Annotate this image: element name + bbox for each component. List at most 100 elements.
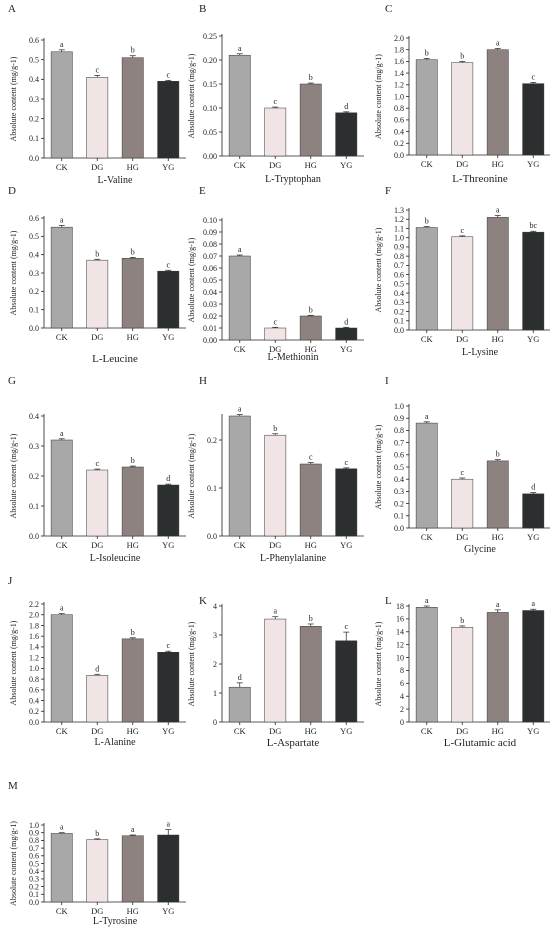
x-tick-label: HG <box>492 334 504 344</box>
panel-letter: D <box>8 185 16 197</box>
x-tick-label: HG <box>492 532 504 542</box>
significance-letter: a <box>131 825 135 834</box>
panel-f: F 0.00.10.20.30.40.50.60.70.80.91.01.11.2… <box>374 185 550 358</box>
bar <box>415 227 438 331</box>
y-axis-label: Absolute content (mg/g-1) <box>374 621 383 706</box>
y-axis-label: Absolute content (mg/g-1) <box>9 230 18 315</box>
y-tick-label: 0.05 <box>203 276 217 285</box>
y-tick-label: 0.10 <box>203 104 217 113</box>
panel-m: M 0.00.10.20.30.40.50.60.70.80.91.0 Absolu… <box>8 780 186 927</box>
bar <box>335 112 358 157</box>
x-axis-label: L-Methionin <box>267 352 318 363</box>
bar <box>86 77 109 159</box>
bar <box>486 612 509 723</box>
significance-letter: a <box>425 412 429 421</box>
x-tick-label: CK <box>234 344 247 354</box>
y-tick-label: 0.3 <box>29 442 39 451</box>
y-axis-label: Absolute content (mg/g-1) <box>187 53 196 138</box>
bar <box>121 835 144 903</box>
y-tick-label: 0.6 <box>394 451 404 460</box>
panel-g: G 0.0 0.1 0.2 0.3 0.4 Absolute content (mg/g-1… <box>8 375 186 564</box>
x-tick-label: DG <box>269 540 281 550</box>
y-tick-label: 0.0 <box>29 898 39 907</box>
x-axis-label: L-Aspartate <box>267 737 320 749</box>
y-tick-label: 1 <box>213 689 217 698</box>
panel-letter: A <box>8 3 16 15</box>
bar <box>299 83 322 157</box>
x-tick-label: YG <box>162 540 174 550</box>
x-tick-label: YG <box>162 332 174 342</box>
y-tick-label: 0.1 <box>29 890 39 899</box>
bar <box>299 315 322 341</box>
y-tick-label: 0.4 <box>29 696 39 705</box>
significance-letter: c <box>531 72 535 81</box>
y-axis-label: Absolute content (mg/g-1) <box>187 237 196 322</box>
x-tick-label: CK <box>56 162 69 172</box>
y-tick-label: 0.0 <box>207 532 217 541</box>
significance-letter: c <box>460 226 464 235</box>
bar <box>451 236 474 331</box>
y-tick-label: 0.0 <box>29 718 39 727</box>
y-tick-label: 0.4 <box>29 250 39 259</box>
significance-letter: a <box>238 245 242 254</box>
bar <box>50 439 73 537</box>
bar <box>522 83 545 156</box>
bar <box>335 327 358 341</box>
panel-letter: F <box>385 185 391 197</box>
x-axis-label: L-Threonine <box>452 173 508 185</box>
y-tick-label: 0.7 <box>29 844 39 853</box>
significance-letter: d <box>166 474 170 483</box>
panel-a: A 0.0 0.1 0.2 0.3 0.4 0.5 0.6 Absolute content (… <box>8 3 186 186</box>
y-tick-label: 1.1 <box>394 224 404 233</box>
significance-letter: a <box>60 40 64 49</box>
significance-letter: c <box>344 458 348 467</box>
y-tick-label: 0.00 <box>203 336 217 345</box>
y-tick-label: 12 <box>396 640 404 649</box>
panel-letter: M <box>8 780 18 792</box>
significance-letter: a <box>60 604 64 613</box>
y-tick-label: 0.0 <box>29 154 39 163</box>
panel-k: K 0 1 2 3 4 Absolute content (mg/g-1) d CK a DG b HG… <box>187 595 364 749</box>
x-tick-label: CK <box>421 159 434 169</box>
y-tick-label: 0.3 <box>29 269 39 278</box>
bar <box>264 107 287 157</box>
x-tick-label: DG <box>91 332 103 342</box>
y-tick-label: 1.3 <box>394 206 404 215</box>
y-tick-label: 0.2 <box>394 307 404 316</box>
panel-l: L 0 2 4 6 8 10 12 14 16 18 Absolute content (mg/g-1… <box>374 595 550 749</box>
significance-letter: b <box>309 73 313 82</box>
y-tick-label: 0.1 <box>29 305 39 314</box>
y-tick-label: 0 <box>400 718 404 727</box>
y-tick-label: 0 <box>213 718 217 727</box>
significance-letter: c <box>166 70 170 79</box>
x-tick-label: CK <box>234 726 247 736</box>
bar <box>415 422 438 529</box>
y-tick-label: 0.6 <box>29 214 39 223</box>
x-tick-label: YG <box>527 726 539 736</box>
y-tick-label: 0.08 <box>203 240 217 249</box>
y-tick-label: 4 <box>400 692 404 701</box>
x-tick-label: HG <box>305 726 317 736</box>
bar <box>86 259 109 329</box>
significance-letter: a <box>496 600 500 609</box>
bar <box>228 54 251 157</box>
significance-letter: b <box>131 456 135 465</box>
x-tick-label: YG <box>527 532 539 542</box>
y-tick-label: 0.5 <box>29 232 39 241</box>
y-tick-label: 1.6 <box>29 632 39 641</box>
y-tick-label: 0.7 <box>394 261 404 270</box>
y-tick-label: 1.0 <box>394 402 404 411</box>
x-tick-label: DG <box>91 162 103 172</box>
bar <box>157 270 180 329</box>
y-tick-label: 2.2 <box>29 600 39 609</box>
bar <box>335 640 358 723</box>
panel-b: B 0.00 0.05 0.10 0.15 0.20 0.25 Absolute conten… <box>187 3 364 185</box>
x-tick-label: CK <box>56 332 69 342</box>
x-tick-label: YG <box>340 344 352 354</box>
y-tick-label: 14 <box>396 628 404 637</box>
bar <box>157 81 180 159</box>
y-tick-label: 0.01 <box>203 324 217 333</box>
y-tick-label: 0.9 <box>394 414 404 423</box>
bar <box>50 614 73 723</box>
y-tick-label: 1.4 <box>29 643 39 652</box>
